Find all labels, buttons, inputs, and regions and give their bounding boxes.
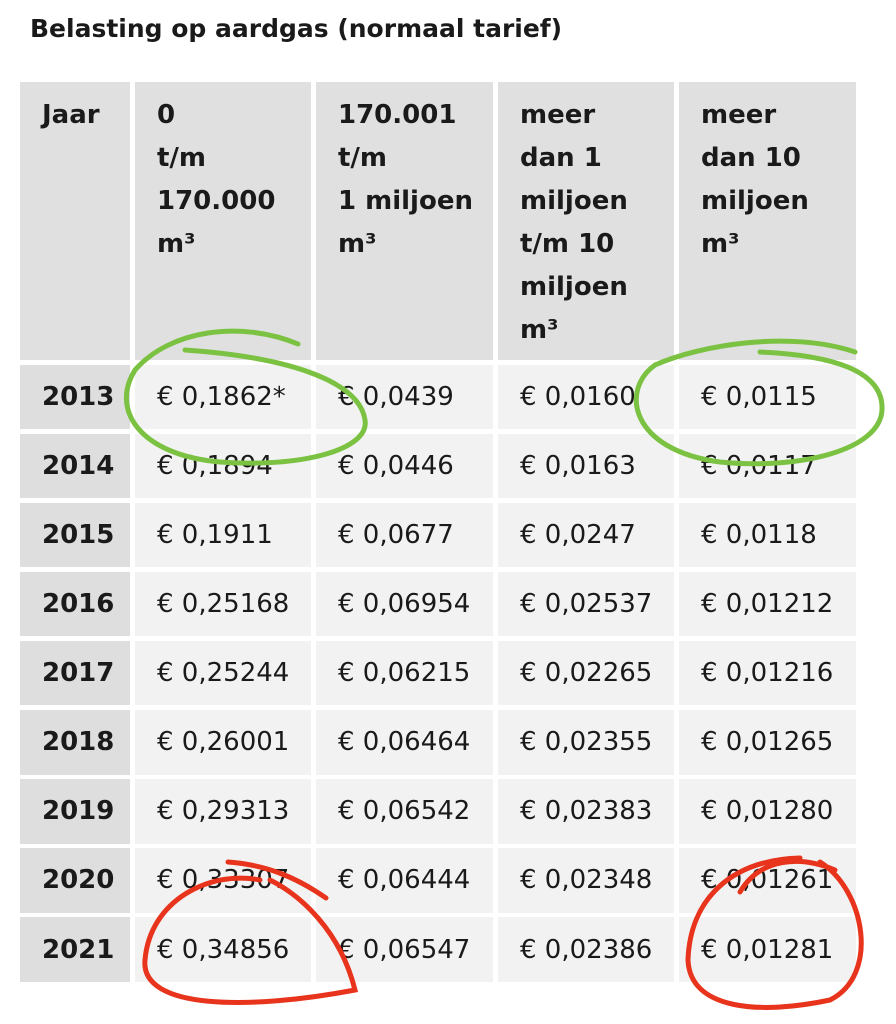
header-line: 170.001 [338,100,457,130]
value-cell: € 0,02265 [498,640,674,706]
value-cell: € 0,06464 [316,709,493,775]
value-cell: € 0,01265 [679,709,856,775]
header-line: miljoen [701,186,809,216]
value-cell: € 0,06954 [316,571,493,637]
value-cell: € 0,26001 [135,709,311,775]
header-line: m³ [701,229,740,259]
header-line: miljoen [520,186,628,216]
header-line: miljoen [520,272,628,302]
value-cell: € 0,0115 [679,364,856,430]
year-cell: 2020 [20,848,130,913]
header-line: 1 miljoen [338,186,473,216]
value-cell: € 0,1894 [135,433,311,499]
header-line: 0 [157,100,176,130]
year-cell: 2016 [20,571,130,637]
value-cell: € 0,34856 [135,917,311,982]
header-cell: meer dan 1 miljoen t/m 10 miljoen m³ [498,82,674,360]
year-cell: 2019 [20,779,130,844]
value-cell: € 0,06547 [316,917,493,982]
value-cell: € 0,01261 [679,848,856,913]
year-cell: 2015 [20,502,130,568]
value-cell: € 0,02383 [498,779,674,844]
value-cell: € 0,0446 [316,433,493,499]
header-cell: 170.001 t/m 1 miljoen m³ [316,82,493,360]
value-cell: € 0,0163 [498,433,674,499]
value-cell: € 0,0439 [316,364,493,430]
year-cell: 2013 [20,364,130,430]
header-line: m³ [520,315,559,345]
header-line: meer [520,100,596,130]
value-cell: € 0,0117 [679,433,856,499]
value-cell: € 0,01280 [679,779,856,844]
year-cell: 2021 [20,917,130,982]
value-cell: € 0,25244 [135,640,311,706]
value-cell: € 0,02355 [498,709,674,775]
value-cell: € 0,01216 [679,640,856,706]
header-cell: 0 t/m 170.000 m³ [135,82,311,360]
header-line: m³ [157,229,196,259]
value-cell: € 0,0160 [498,364,674,430]
value-cell: € 0,29313 [135,779,311,844]
header-cell: Jaar [20,82,130,360]
header-line: t/m 10 [520,229,615,259]
value-cell: € 0,0677 [316,502,493,568]
value-cell: € 0,02348 [498,848,674,913]
year-cell: 2018 [20,709,130,775]
header-line: meer [701,100,777,130]
header-line: dan 1 [520,143,602,173]
year-cell: 2014 [20,433,130,499]
value-cell: € 0,0118 [679,502,856,568]
header-line: 170.000 [157,186,276,216]
value-cell: € 0,1862* [135,364,311,430]
header-line: Jaar [42,100,100,130]
header-cell: meer dan 10 miljoen m³ [679,82,856,360]
header-line: dan 10 [701,143,801,173]
value-cell: € 0,0247 [498,502,674,568]
header-line: t/m [338,143,388,173]
value-cell: € 0,02537 [498,571,674,637]
value-cell: € 0,06542 [316,779,493,844]
table: Jaar 0 t/m 170.000 m³ 170.001 t/m 1 miljoen m³ me… [20,82,856,982]
year-cell: 2017 [20,640,130,706]
value-cell: € 0,33307 [135,848,311,913]
value-cell: € 0,02386 [498,917,674,982]
value-cell: € 0,01212 [679,571,856,637]
value-cell: € 0,25168 [135,571,311,637]
header-line: t/m [157,143,207,173]
value-cell: € 0,01281 [679,917,856,982]
value-cell: € 0,06444 [316,848,493,913]
value-cell: € 0,06215 [316,640,493,706]
title: Belasting op aardgas (normaal tarief) [30,14,563,43]
header-line: m³ [338,229,377,259]
value-cell: € 0,1911 [135,502,311,568]
